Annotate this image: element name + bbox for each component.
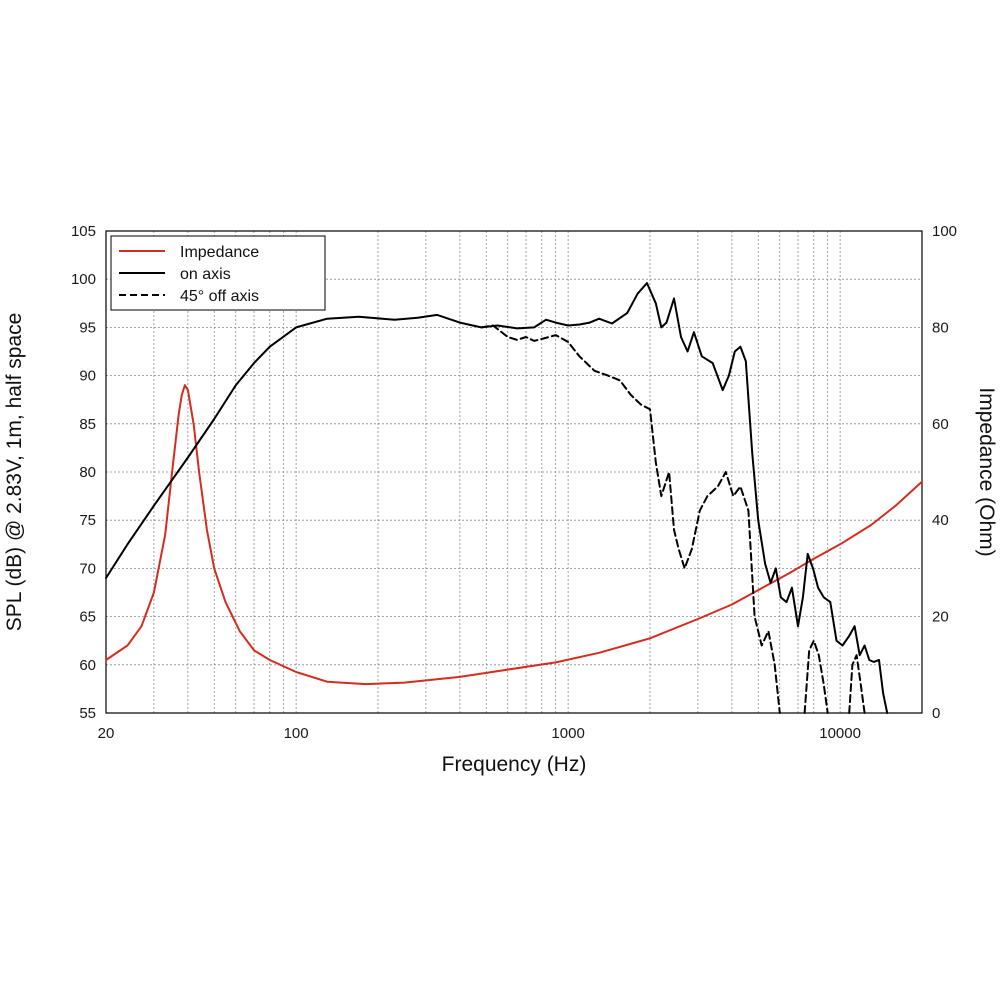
x-tick-label: 100 [284, 725, 309, 742]
y-tick-label: 100 [71, 271, 96, 288]
y2-tick-label: 60 [932, 416, 949, 433]
y2-tick-label: 20 [932, 609, 949, 626]
legend: Impedance on axis 45° off axis [110, 235, 326, 311]
x-tick-label: 10000 [819, 725, 861, 742]
x-tick-label: 20 [98, 725, 115, 742]
series-line-45-off-axis [848, 654, 866, 714]
series-line-on-axis [105, 282, 889, 714]
series-line-45-off-axis [803, 639, 829, 714]
series-line-impedance [105, 384, 923, 686]
legend-label-off-axis: 45° off axis [180, 288, 259, 305]
y-tick-label: 80 [79, 464, 96, 481]
y-tick-label: 105 [71, 223, 96, 240]
y-tick-label: 70 [79, 560, 96, 577]
y2-axis-label: Impedance (Ohm) [975, 387, 998, 556]
series-line-45-off-axis [480, 324, 781, 714]
plot-frame [105, 230, 923, 714]
ticks-group: 55 60 65 70 75 80 85 90 95 100 105 0 20 40 60 80 100 20 10… [71, 223, 957, 742]
y-tick-label: 90 [79, 368, 96, 385]
x-tick-label: 1000 [551, 725, 584, 742]
legend-label-impedance: Impedance [180, 244, 259, 261]
y-tick-label: 75 [79, 512, 96, 529]
y2-tick-label: 40 [932, 512, 949, 529]
grid [106, 231, 922, 713]
series-group [105, 282, 923, 714]
y-tick-label: 85 [79, 416, 96, 433]
y2-tick-label: 0 [932, 705, 940, 722]
y-tick-label: 95 [79, 319, 96, 336]
x-axis-label: Frequency (Hz) [442, 753, 587, 776]
y-tick-label: 65 [79, 609, 96, 626]
y-tick-label: 55 [79, 705, 96, 722]
legend-label-on-axis: on axis [180, 266, 231, 283]
y2-tick-label: 100 [932, 223, 957, 240]
y-axis-label: SPL (dB) @ 2.83V, 1m, half space [3, 313, 26, 632]
y2-tick-label: 80 [932, 319, 949, 336]
y-tick-label: 60 [79, 657, 96, 674]
